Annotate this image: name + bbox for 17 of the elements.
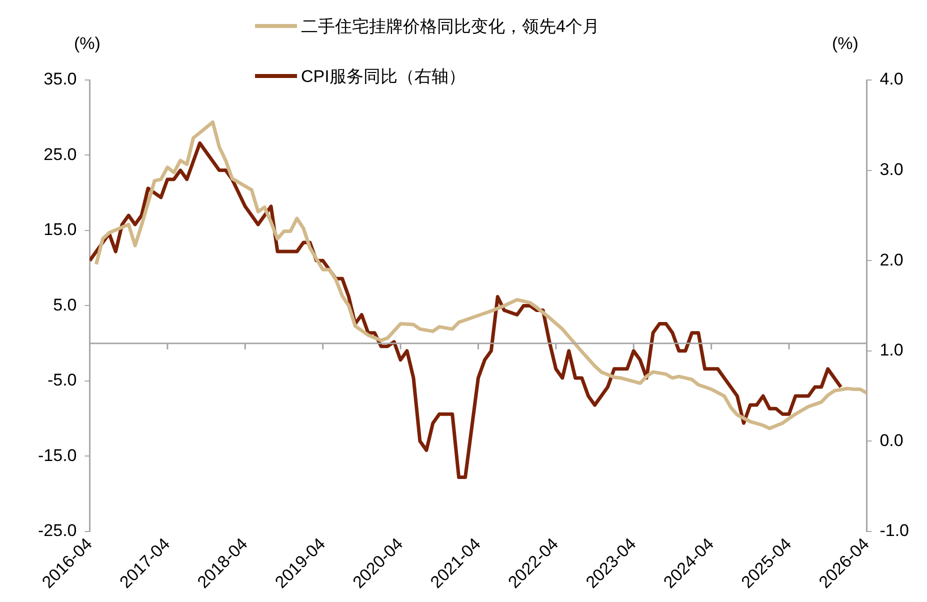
legend-label: CPI服务同比（右轴） [301,66,466,88]
y2-axis-title: (%) [832,34,858,54]
y-tick-label: 15.0 [44,220,77,240]
y2-tick-label: 2.0 [880,250,904,270]
y-tick-label: -5.0 [47,370,77,390]
y-tick-label: -25.0 [38,521,77,540]
legend-label: 二手住宅挂牌价格同比变化，领先4个月 [301,16,600,38]
y-axis-title: (%) [74,34,100,54]
y2-tick-label: 4.0 [880,70,904,89]
y-tick-label: -15.0 [38,446,77,465]
y2-tick-label: 1.0 [880,340,904,360]
y2-tick-label: 0.0 [880,430,904,450]
y2-tick-label: 3.0 [880,160,904,179]
y2-tick-label: -1.0 [880,521,910,540]
y-tick-label: 25.0 [44,144,77,164]
y-tick-label: 35.0 [44,70,77,89]
y-tick-label: 5.0 [53,295,77,314]
